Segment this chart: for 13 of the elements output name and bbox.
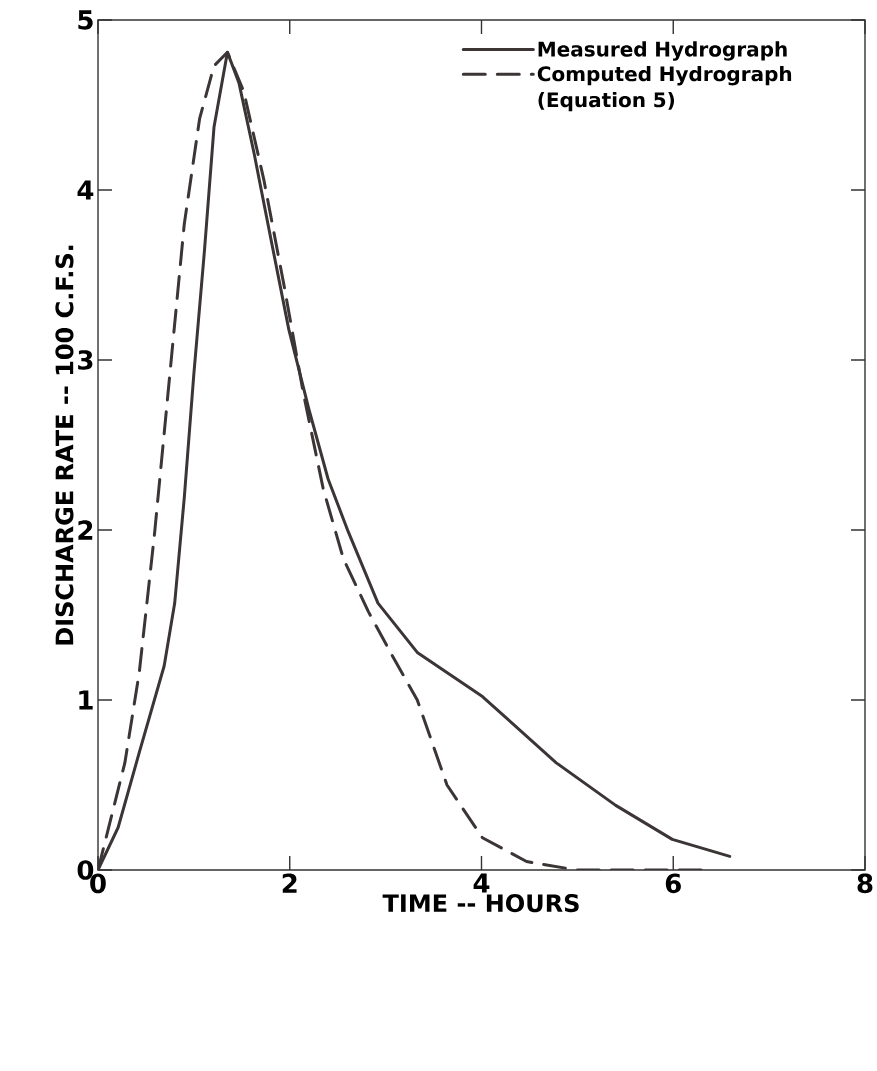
y-tick-label: 1 [79,690,93,710]
x-tick-label: 4 [473,873,490,893]
x-tick-label: 8 [857,873,873,894]
x-tick-label: 2 [282,873,297,893]
y-tick-label: 5 [78,10,93,30]
legend-label: Measured Hydrograph [538,41,787,61]
y-tick-label: 3 [77,350,93,370]
y-tick-label: 2 [78,520,93,540]
y-tick-label: 4 [77,180,94,200]
x-tick-label: 6 [665,873,681,894]
x-axis-title: TIME -- HOURS [382,894,579,913]
legend-label: Computed Hydrograph (Equation 5) [537,65,791,112]
y-axis-title: DISCHARGE RATE -- 100 C.F.S. [55,245,74,645]
